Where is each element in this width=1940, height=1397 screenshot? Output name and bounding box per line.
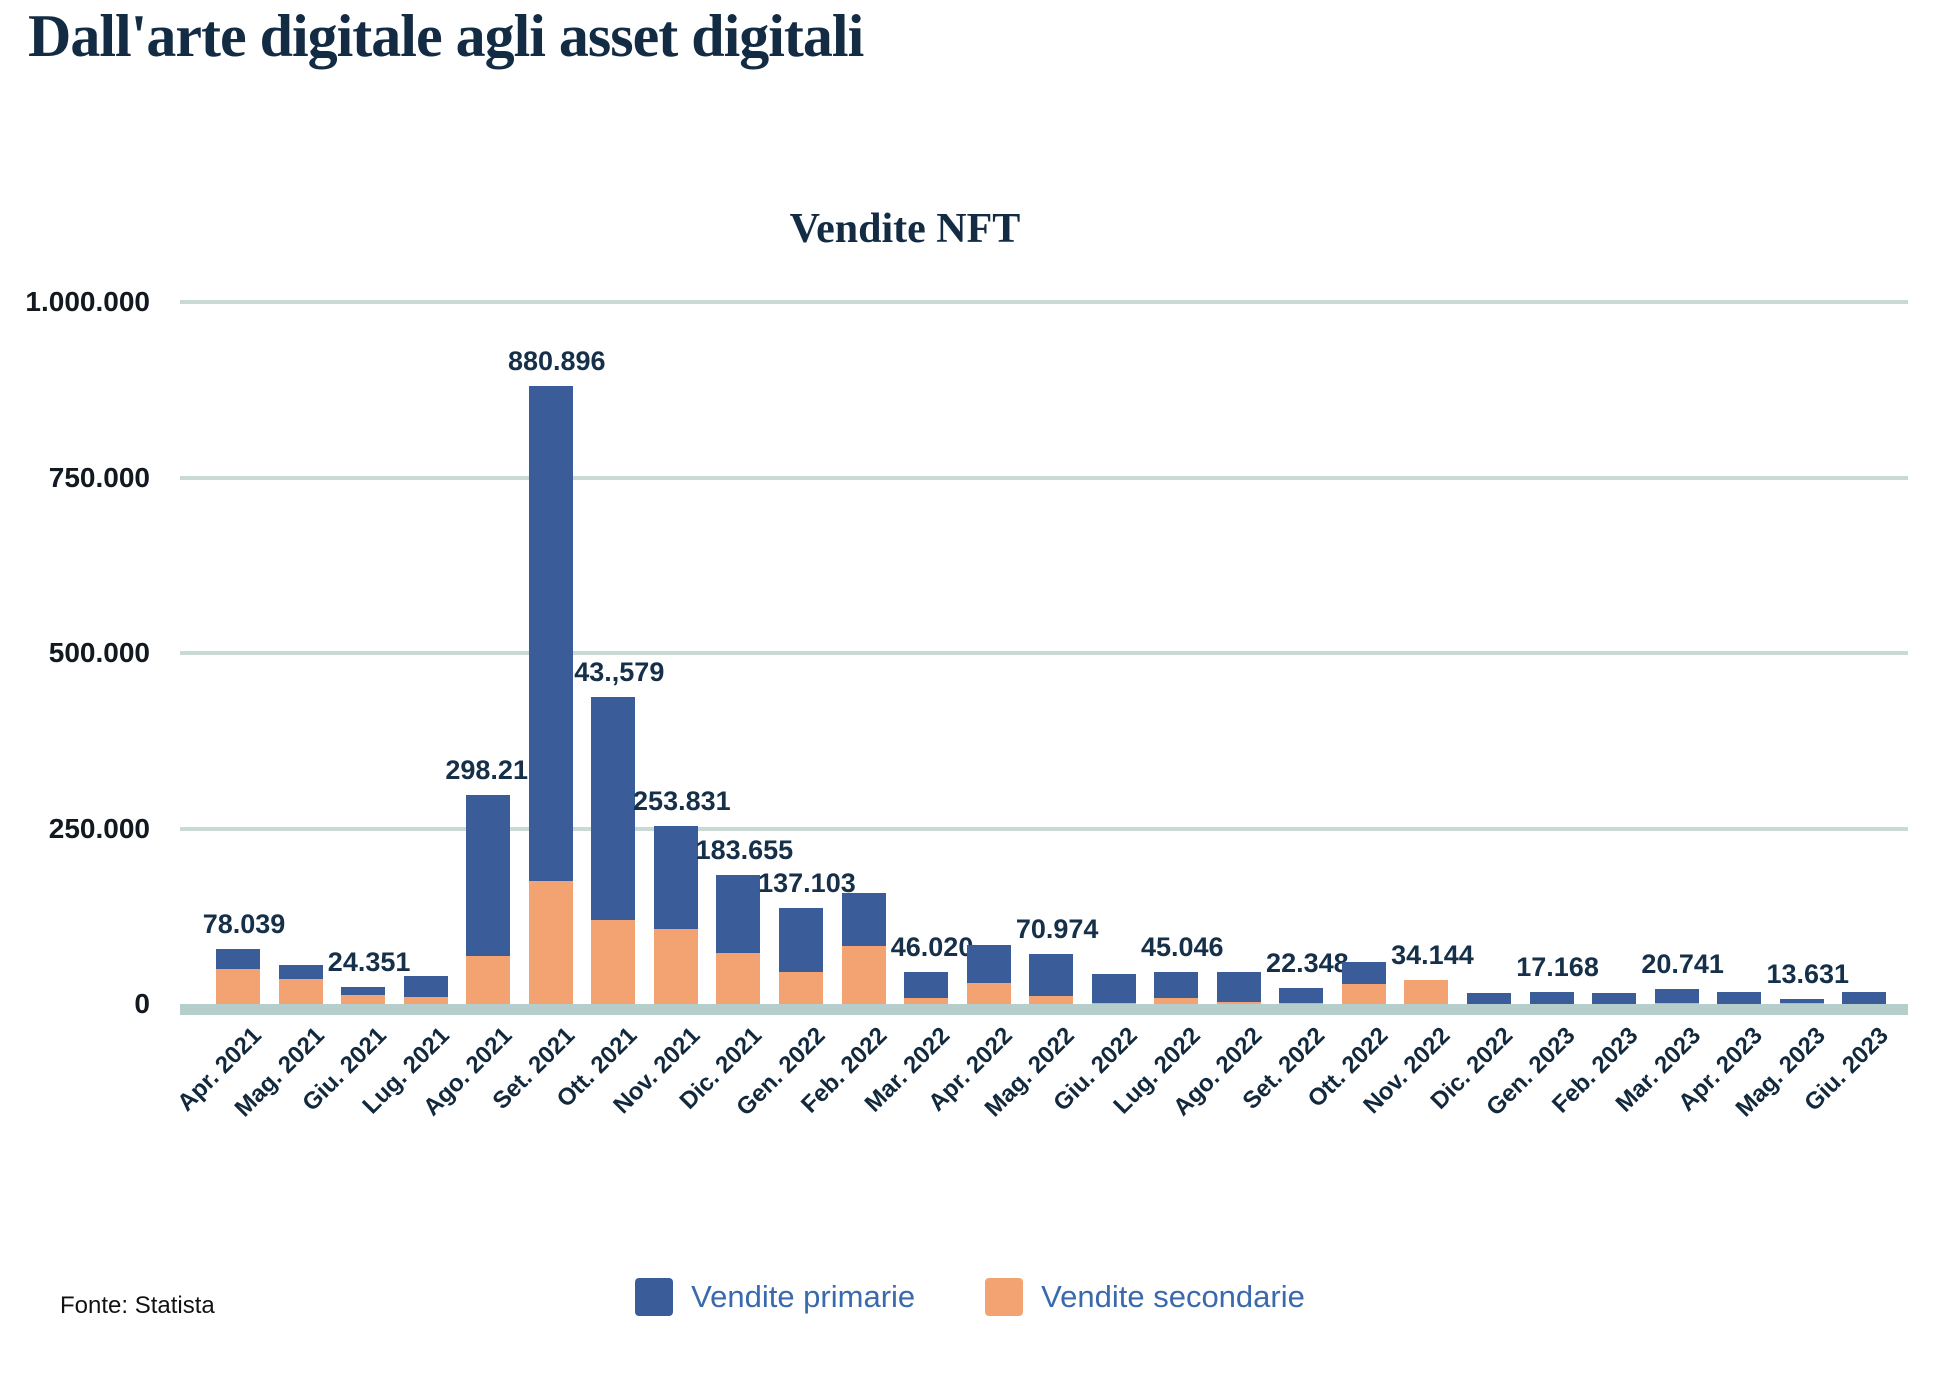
bar-segment-primary bbox=[403, 975, 448, 997]
bar-segment-primary bbox=[653, 825, 698, 929]
bar-segment-secondary bbox=[1404, 980, 1449, 1004]
bar-value-label: 137.103 bbox=[758, 867, 856, 898]
y-axis-tick-label: 250.000 bbox=[48, 812, 150, 844]
bar-segment-secondary bbox=[778, 972, 823, 1004]
bar-segment-primary bbox=[1216, 971, 1261, 1002]
bar-segment-primary bbox=[1842, 992, 1887, 1004]
bar-segment-primary bbox=[1467, 992, 1511, 1004]
bar-segment-primary bbox=[528, 385, 573, 882]
bar-value-label: 24.351 bbox=[327, 946, 411, 977]
bar-value-label: 880.896 bbox=[507, 345, 606, 376]
bar-segment-primary bbox=[1279, 988, 1324, 1003]
bar-segment-primary bbox=[1717, 992, 1762, 1004]
y-gridline bbox=[180, 651, 1908, 655]
bar-segment-secondary bbox=[278, 979, 323, 1004]
bar-segment-secondary bbox=[1091, 1002, 1136, 1004]
bar-value-label: 22.348 bbox=[1266, 948, 1349, 979]
legend-label-primary: Vendite primarie bbox=[691, 1279, 916, 1314]
bar-segment-secondary bbox=[1654, 1002, 1699, 1004]
bar-segment-primary bbox=[278, 965, 323, 980]
bar-segment-secondary bbox=[1216, 1001, 1261, 1004]
x-axis-baseline bbox=[180, 1004, 1908, 1015]
bar-value-label: 43.,579 bbox=[574, 656, 665, 687]
bar-segment-secondary bbox=[904, 998, 949, 1004]
y-axis-tick-label: 500.000 bbox=[48, 637, 150, 668]
bar-value-label: 78.039 bbox=[202, 909, 286, 940]
bar-segment-secondary bbox=[528, 881, 573, 1004]
bar-segment-primary bbox=[1341, 961, 1386, 984]
bar-value-label: 46.020 bbox=[890, 931, 974, 962]
bar-segment-secondary bbox=[841, 945, 886, 1004]
page-title: Dall'arte digitale agli asset digitali bbox=[28, 3, 864, 69]
bar-value-label: 183.655 bbox=[695, 835, 794, 866]
bar-segment-primary bbox=[1029, 954, 1074, 997]
bar-value-label: 13.631 bbox=[1766, 958, 1850, 989]
legend-label-secondary: Vendite secondarie bbox=[1041, 1279, 1305, 1314]
y-gridline bbox=[180, 826, 1908, 831]
y-gridline bbox=[180, 300, 1908, 304]
bar-segment-secondary bbox=[653, 928, 698, 1004]
bar-segment-primary bbox=[1091, 973, 1136, 1003]
chart-title: Vendite NFT bbox=[789, 206, 1021, 252]
bar-segment-primary bbox=[1779, 998, 1824, 1003]
bar-segment-secondary bbox=[1029, 996, 1074, 1004]
y-gridline bbox=[180, 475, 1908, 480]
bar-segment-secondary bbox=[403, 996, 448, 1004]
bar-value-label: 34.144 bbox=[1391, 940, 1474, 971]
bar-segment-secondary bbox=[716, 953, 761, 1004]
secondary-series-swatch bbox=[985, 1278, 1024, 1316]
bar-segment-primary bbox=[1654, 989, 1699, 1003]
bar-segment-primary bbox=[904, 971, 949, 999]
bar-segment-secondary bbox=[216, 968, 260, 1004]
source-note: Fonte: Statista bbox=[60, 1292, 215, 1319]
y-axis-tick-label: 750.000 bbox=[48, 461, 150, 493]
chart-legend: Vendite primarie Vendite secondarie bbox=[0, 1278, 1940, 1316]
bar-value-label: 253.831 bbox=[633, 785, 731, 816]
bar-segment-secondary bbox=[341, 994, 386, 1004]
bar-value-label: 20.741 bbox=[1641, 949, 1724, 980]
primary-series-swatch bbox=[635, 1278, 674, 1316]
bar-segment-primary bbox=[1592, 992, 1637, 1004]
bar-segment-secondary bbox=[966, 982, 1011, 1004]
bar-segment-secondary bbox=[466, 956, 511, 1004]
bar-segment-primary bbox=[778, 907, 823, 973]
bar-segment-secondary bbox=[1779, 1002, 1824, 1004]
bar-segment-primary bbox=[591, 696, 636, 920]
bar-segment-secondary bbox=[1341, 983, 1386, 1004]
y-axis-tick-label: 0 bbox=[134, 988, 150, 1019]
bar-value-label: 70.974 bbox=[1015, 914, 1099, 945]
bar-segment-primary bbox=[1154, 972, 1199, 998]
bar-segment-secondary bbox=[1154, 997, 1199, 1004]
bar-segment-primary bbox=[716, 875, 761, 954]
y-axis-tick-label: 1.000.000 bbox=[25, 286, 150, 317]
legend-item-primary: Vendite primarie bbox=[635, 1278, 915, 1316]
bar-segment-primary bbox=[966, 945, 1011, 983]
bar-segment-primary bbox=[216, 949, 260, 969]
bar-value-label: 45.046 bbox=[1140, 932, 1224, 963]
bar-value-label: 17.168 bbox=[1516, 951, 1599, 982]
bar-value-label: 298.210 bbox=[445, 754, 543, 785]
bar-segment-primary bbox=[341, 986, 386, 995]
bar-segment-primary bbox=[1529, 991, 1574, 1004]
bar-segment-primary bbox=[841, 893, 886, 946]
bar-segment-primary bbox=[466, 794, 511, 957]
bar-segment-secondary bbox=[591, 919, 636, 1004]
legend-item-secondary: Vendite secondarie bbox=[985, 1278, 1305, 1316]
bar-segment-secondary bbox=[1279, 1002, 1324, 1004]
